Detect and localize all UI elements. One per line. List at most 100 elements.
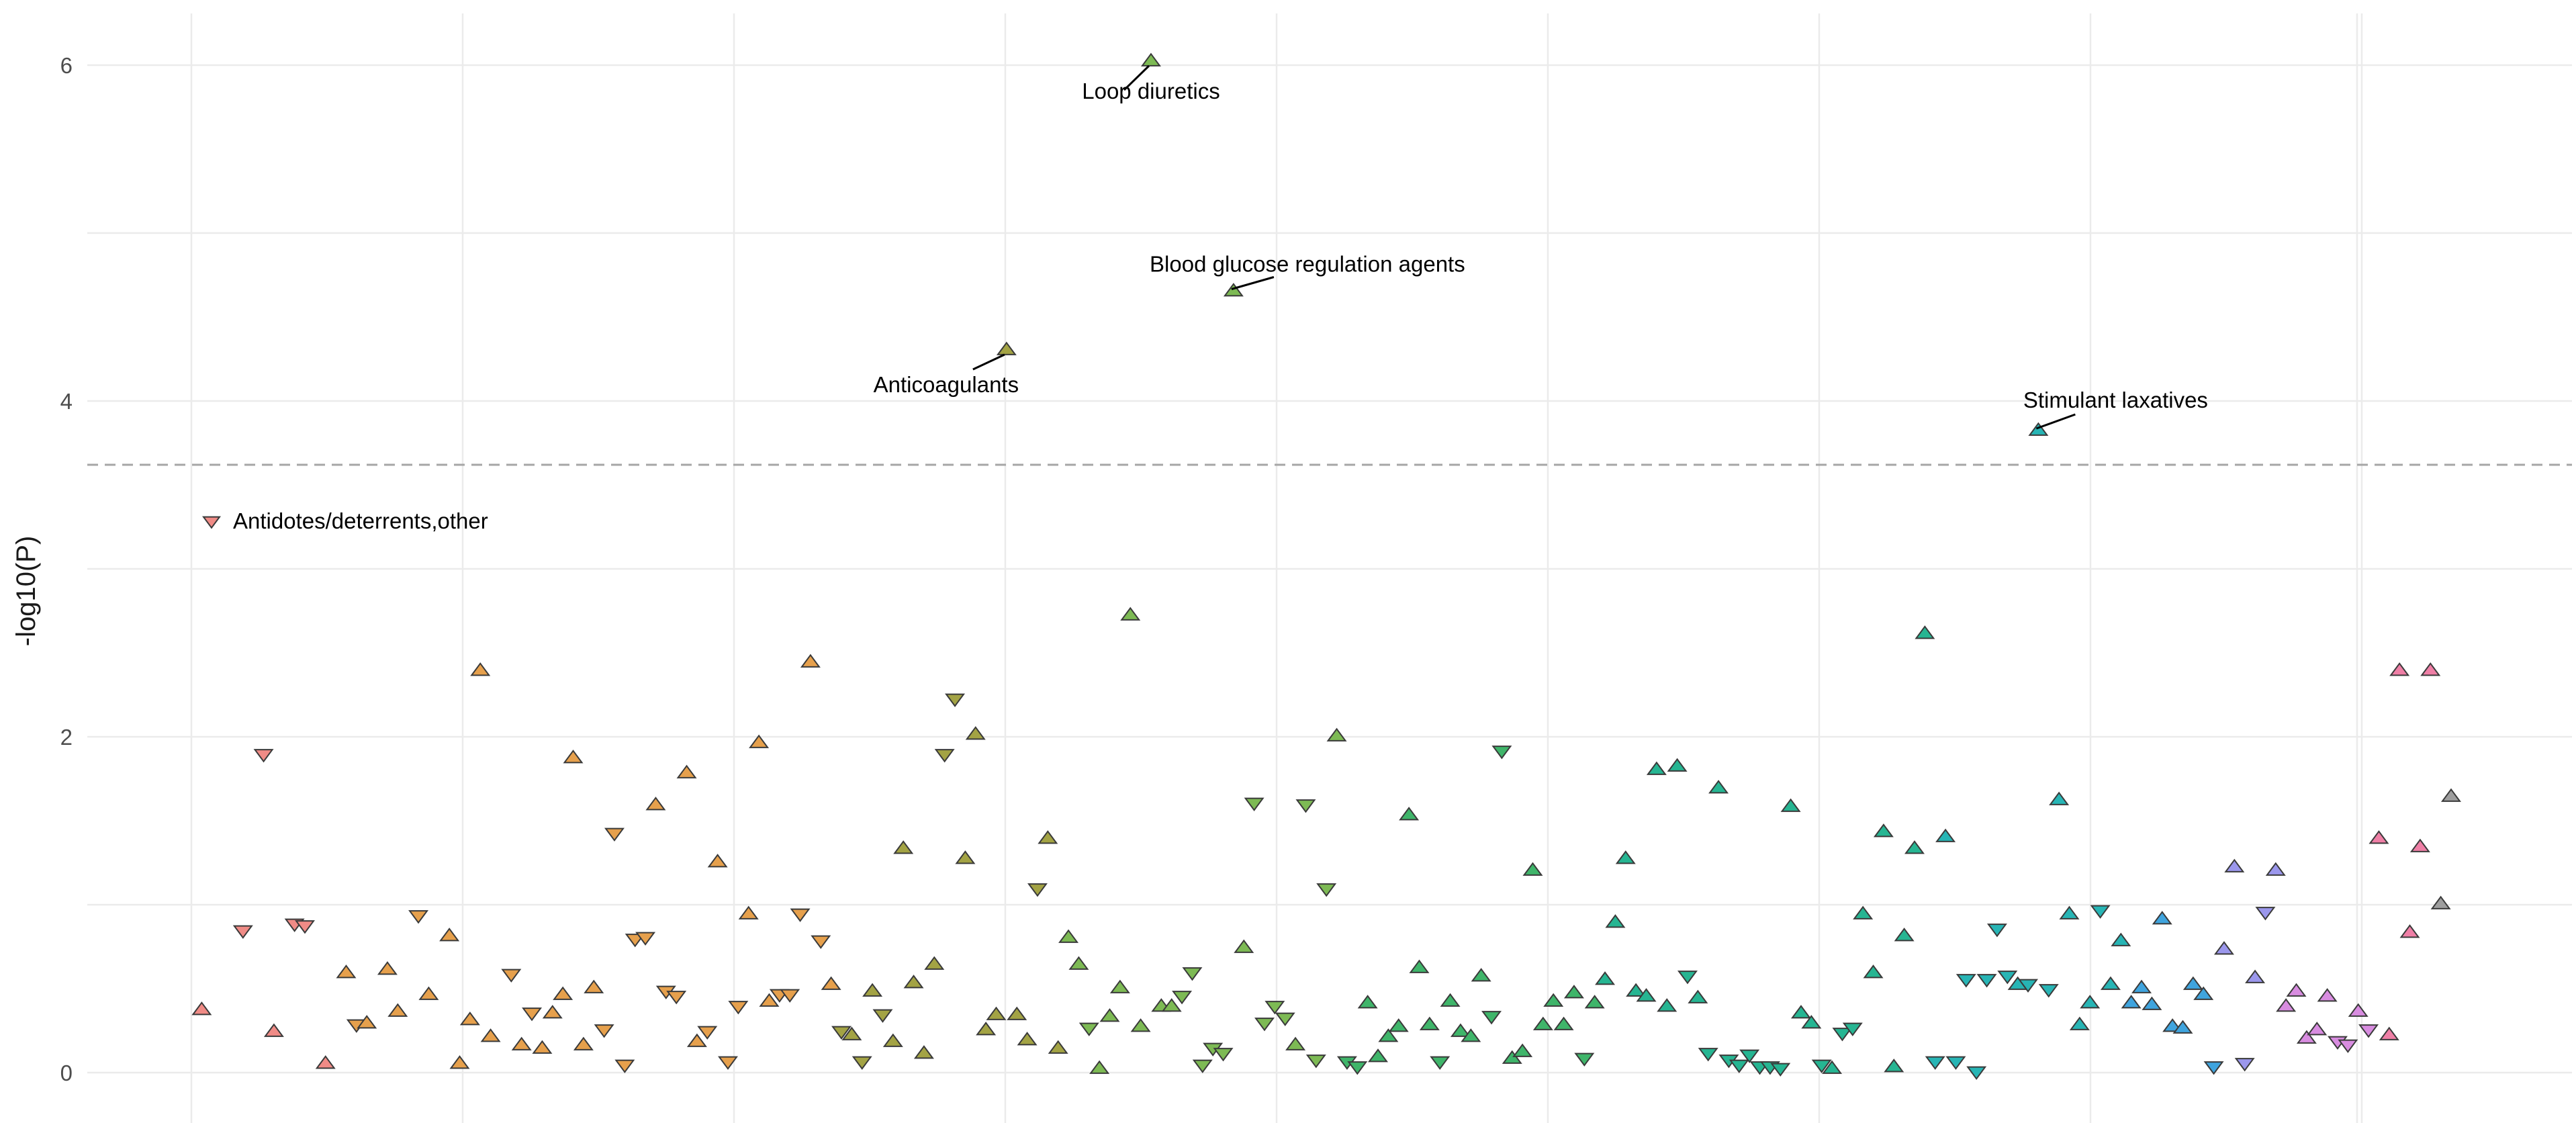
data-point <box>862 983 883 997</box>
data-point <box>1729 1059 1749 1073</box>
data-point <box>253 749 274 763</box>
data-point <box>1502 1050 1522 1064</box>
data-point <box>635 932 656 946</box>
data-point <box>1213 1048 1234 1062</box>
data-point <box>2245 969 2266 983</box>
data-point <box>2286 983 2307 997</box>
data-point <box>882 1033 903 1047</box>
data-point <box>2389 662 2410 676</box>
data-point <box>996 341 1017 355</box>
data-point <box>790 908 811 922</box>
data-point <box>315 1055 336 1069</box>
data-point <box>449 1055 470 1069</box>
data-point <box>2152 911 2172 925</box>
data-point <box>945 693 966 707</box>
data-point <box>1780 798 1801 812</box>
data-point <box>1770 1063 1791 1077</box>
data-point <box>532 1040 553 1054</box>
data-point <box>2307 1022 2328 1036</box>
data-point <box>1481 1011 1502 1025</box>
data-point <box>1945 1056 1966 1070</box>
data-point <box>2265 862 2286 876</box>
data-point <box>511 1036 532 1050</box>
data-point <box>1605 914 1626 928</box>
data-point <box>2080 995 2101 1009</box>
data-point <box>1440 993 1461 1007</box>
y-tick-label: 4 <box>60 389 73 414</box>
data-point <box>913 1045 934 1059</box>
data-point <box>1563 985 1584 999</box>
data-point <box>2172 1020 2193 1034</box>
data-point <box>2203 1061 2224 1075</box>
data-point <box>1636 988 1657 1002</box>
data-point <box>1976 974 1997 988</box>
data-point <box>821 976 841 990</box>
data-point <box>439 928 460 942</box>
data-point <box>1986 924 2007 938</box>
annotation-leader-line <box>2035 413 2076 430</box>
data-point <box>924 956 945 970</box>
data-point <box>1543 993 1564 1007</box>
data-point <box>1275 1012 1295 1026</box>
data-point <box>976 1022 997 1036</box>
data-point <box>377 961 398 975</box>
data-point <box>759 993 780 1007</box>
data-point <box>1956 974 1976 988</box>
data-point <box>1553 1016 1574 1030</box>
data-point <box>1120 607 1141 621</box>
data-point <box>2368 830 2389 844</box>
data-point <box>1017 1032 1038 1046</box>
data-point <box>1584 995 1605 1009</box>
data-point <box>1915 625 1935 639</box>
data-point <box>1058 929 1079 943</box>
data-point <box>2059 905 2080 919</box>
data-point <box>1409 959 1430 973</box>
y-tick-label: 2 <box>60 725 73 750</box>
data-point <box>1244 797 1264 811</box>
legend: Antidotes/deterrents,other <box>202 508 488 533</box>
data-point <box>697 1026 718 1040</box>
data-point <box>728 1001 749 1015</box>
data-point <box>666 991 687 1005</box>
data-point <box>387 1003 408 1017</box>
data-point <box>2296 1030 2317 1044</box>
data-point <box>1657 998 1677 1012</box>
data-point <box>1223 283 1244 297</box>
data-point <box>1161 998 1182 1012</box>
data-point <box>408 910 429 924</box>
data-point <box>1595 971 1616 985</box>
data-point <box>459 1012 480 1026</box>
data-point <box>800 654 821 668</box>
data-point <box>522 1007 543 1022</box>
y-axis-label: -log10(P) <box>11 536 41 647</box>
data-point <box>2213 941 2234 955</box>
data-point <box>2131 979 2152 993</box>
data-point <box>1027 883 1048 897</box>
data-point <box>2038 984 2059 998</box>
data-point <box>1667 758 1688 772</box>
data-point <box>1347 1061 1368 1075</box>
data-point <box>295 920 316 934</box>
data-point <box>1430 1056 1451 1070</box>
data-point <box>831 1026 852 1040</box>
annotation-leader-line <box>1231 276 1275 290</box>
data-point <box>1234 939 1254 953</box>
data-point <box>470 662 491 676</box>
data-point <box>553 986 573 1000</box>
legend-symbol-down-triangle <box>202 516 221 529</box>
data-point <box>1068 956 1089 970</box>
data-point <box>1471 968 1491 982</box>
data-point <box>1388 1018 1409 1032</box>
data-point <box>232 925 253 939</box>
data-point <box>501 969 522 983</box>
data-point <box>1048 1040 1068 1054</box>
data-point <box>1822 1060 1843 1074</box>
data-point <box>2379 1026 2399 1040</box>
data-point <box>2234 1058 2255 1072</box>
data-point <box>1842 1022 1863 1036</box>
data-point <box>2028 422 2049 436</box>
data-point <box>780 989 800 1003</box>
data-point <box>934 749 955 763</box>
data-point <box>2182 976 2203 990</box>
data-point <box>2100 976 2121 990</box>
